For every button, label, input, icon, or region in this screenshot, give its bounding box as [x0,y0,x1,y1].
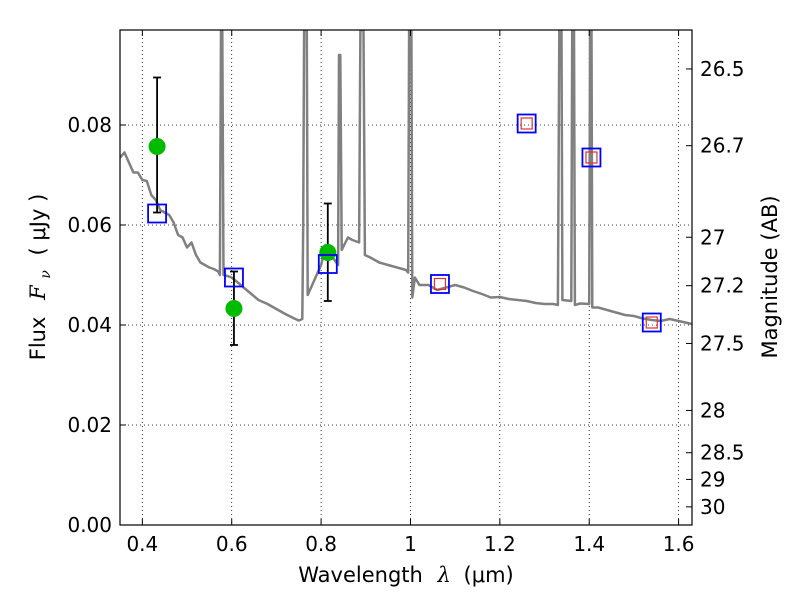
x-tick-label: 0.8 [305,532,337,556]
model-flux-square [224,267,244,288]
x-tick-label: 1 [404,532,417,556]
x-axis-label: Wavelength λ (μm) [298,563,513,587]
y-axis-label-subscript: ν [38,270,54,279]
data-layer [120,30,692,326]
y-tick-label: 0.04 [67,313,112,337]
y-tick-label: 0.02 [67,413,112,437]
observed-flux-point [148,138,166,155]
model-flux-square [581,147,602,168]
observed-flux-point [225,300,243,317]
x-tick-label: 1.6 [663,532,695,556]
predicted-flux-marker [585,151,598,164]
x-axis-label-unit: (μm) [464,563,514,587]
y-tick-label: 0.08 [67,113,112,137]
model-flux-square [641,312,662,333]
model-flux-square [516,113,537,134]
predicted-flux-marker [520,117,533,130]
marker-layer [147,76,662,346]
model-flux-square [147,203,167,224]
y2-tick-label: 28 [700,398,725,422]
y-axis-label-symbol: F [26,284,50,301]
y2-axis-label: Magnitude (AB) [758,195,782,358]
y2-tick-label: 28.5 [700,441,745,465]
predicted-flux-marker [433,277,447,291]
y2-tick-label: 29 [700,467,725,491]
predicted-flux-marker [645,316,658,329]
x-axis-label-prefix: Wavelength [298,563,423,587]
y-axis-label-prefix: Flux [26,317,50,361]
sed-model-line [120,30,692,326]
y2-tick-label: 27 [700,225,725,249]
y2-tick-label: 27.5 [700,331,745,355]
y2-tick-label: 26.5 [700,57,745,81]
y-tick-label: 0.00 [67,513,112,537]
model-flux-square [430,274,450,294]
y-axis-label-unit: ( μJy ) [26,194,50,256]
model-flux-square [317,254,338,274]
x-tick-label: 0.4 [126,532,158,556]
axis-ticks: 0.4 0.6 0.8 1 1.2 1.4 1.6 0.00 0.02 0.04 0.06 0.08 2… [67,30,745,556]
y2-tick-label: 30 [700,495,725,519]
x-tick-label: 0.6 [216,532,248,556]
y2-tick-label: 26.7 [700,134,745,158]
plot-frame [119,29,693,526]
x-axis-label-symbol: λ [437,563,451,587]
y-axis-label: Flux F ν ( μJy ) [26,194,55,361]
x-tick-label: 1.2 [484,532,516,556]
x-tick-label: 1.4 [573,532,605,556]
y-tick-label: 0.06 [67,213,112,237]
y2-tick-label: 27.2 [700,274,745,298]
observed-flux-point [319,244,337,261]
